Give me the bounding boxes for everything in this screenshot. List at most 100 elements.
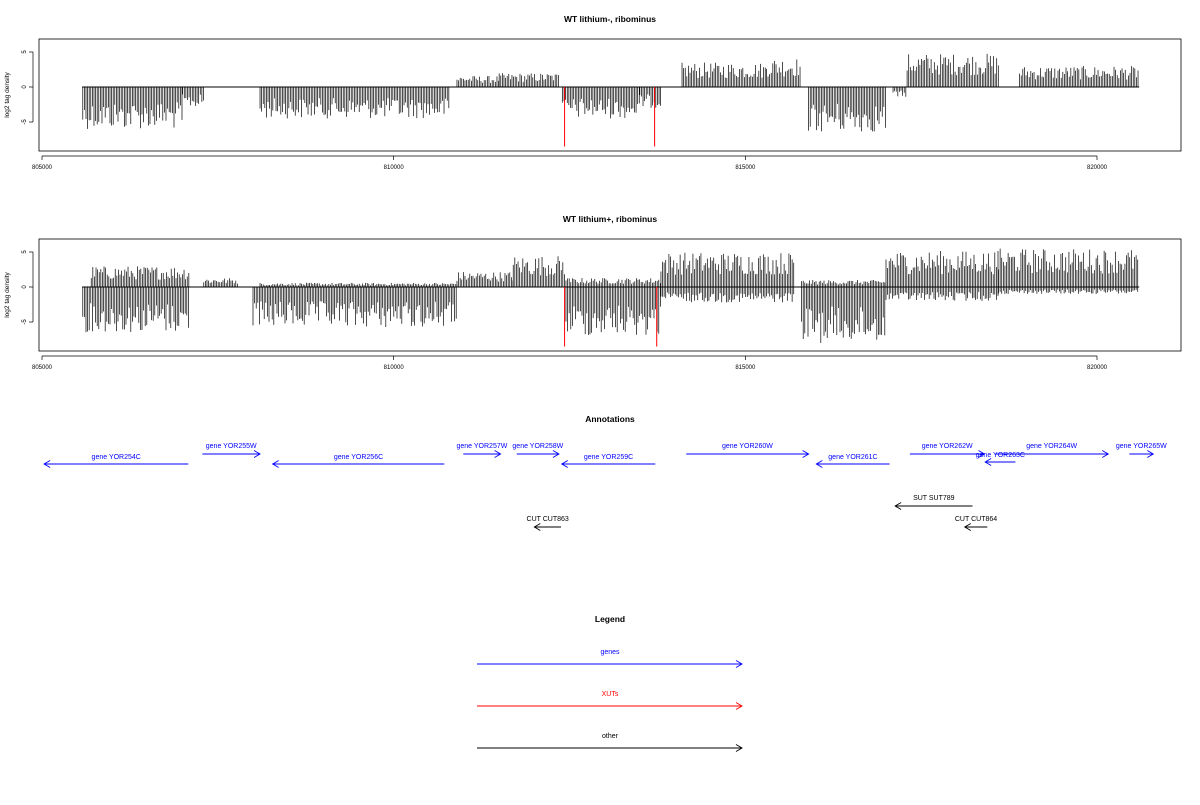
annotation-feature: gene YOR263C bbox=[976, 452, 1025, 466]
arrow-head bbox=[735, 660, 743, 668]
plot-frame bbox=[38, 238, 1182, 352]
feature-label: gene YOR256C bbox=[334, 454, 383, 461]
signal-region bbox=[808, 87, 886, 132]
arrow-head bbox=[978, 450, 986, 458]
y-axis-label: log2 tag density bbox=[4, 271, 11, 317]
legend-label: other bbox=[602, 733, 619, 740]
signal-region bbox=[456, 75, 499, 87]
signal-region bbox=[203, 278, 238, 287]
signal-region bbox=[252, 287, 457, 328]
annotation-features: gene YOR254C gene YOR255W gene YOR256C gene… bbox=[43, 443, 1167, 531]
feature-label: gene YOR255W bbox=[206, 443, 257, 450]
arrow-head bbox=[43, 460, 51, 468]
signal-region bbox=[766, 59, 801, 87]
feature-label: CUT CUT864 bbox=[955, 516, 997, 523]
arrow-head bbox=[533, 523, 541, 531]
x-tick-label: 805000 bbox=[32, 165, 53, 171]
feature-label: gene YOR257W bbox=[457, 443, 508, 450]
annotation-feature: gene YOR259C bbox=[560, 454, 656, 468]
signal-region bbox=[562, 87, 640, 119]
signal-region bbox=[565, 287, 661, 336]
feature-label: gene YOR263C bbox=[976, 452, 1025, 459]
signal-region bbox=[565, 278, 661, 287]
y-axis-label: log2 tag density bbox=[4, 71, 11, 117]
annotation-feature: gene YOR260W bbox=[686, 443, 810, 458]
arrow-head bbox=[271, 460, 279, 468]
arrow-head bbox=[560, 460, 568, 468]
annotation-feature: gene YOR257W bbox=[457, 443, 508, 458]
legend-item: XUTs bbox=[477, 691, 743, 710]
annotations-title: Annotations bbox=[585, 414, 635, 424]
annotation-feature: CUT CUT864 bbox=[955, 516, 997, 531]
arrow-head bbox=[735, 702, 743, 710]
signal-region bbox=[259, 282, 458, 287]
track-lithium-plus: WT lithium+, ribominus log2 tag density … bbox=[4, 214, 1182, 371]
x-tick-label: 810000 bbox=[384, 365, 405, 371]
y-tick-label: -5 bbox=[22, 319, 28, 325]
feature-label: gene YOR258W bbox=[512, 443, 563, 450]
feature-label: gene YOR254C bbox=[92, 454, 141, 461]
arrow-head bbox=[1102, 450, 1110, 458]
feature-label: gene YOR259C bbox=[584, 454, 633, 461]
annotation-feature: gene YOR254C bbox=[43, 454, 189, 468]
signal-bars bbox=[82, 53, 1140, 147]
feature-label: gene YOR265W bbox=[1116, 443, 1167, 450]
x-tick-label: 805000 bbox=[32, 365, 53, 371]
annotation-feature: gene YOR256C bbox=[271, 454, 445, 468]
feature-label: SUT SUT789 bbox=[913, 495, 955, 502]
arrow-head bbox=[253, 450, 261, 458]
signal-region bbox=[456, 272, 514, 287]
axes: -5 0 5 805000 810000 815000 820000 bbox=[22, 250, 1108, 371]
track-title: WT lithium-, ribominus bbox=[564, 14, 656, 24]
signal-region bbox=[998, 248, 1139, 287]
track-title: WT lithium+, ribominus bbox=[563, 214, 657, 224]
feature-label: gene YOR260W bbox=[722, 443, 773, 450]
y-tick-label: -5 bbox=[22, 119, 28, 125]
signal-region bbox=[681, 62, 766, 87]
legend-label: XUTs bbox=[602, 691, 619, 698]
signal-region bbox=[90, 266, 190, 287]
track-lithium-minus: WT lithium-, ribominus log2 tag density … bbox=[4, 14, 1182, 171]
feature-label: CUT CUT863 bbox=[527, 516, 569, 523]
signal-region bbox=[259, 87, 450, 119]
arrow-head bbox=[963, 523, 971, 531]
legend-items: genes XUTs other bbox=[477, 649, 743, 752]
signal-bars bbox=[82, 248, 1140, 347]
annotation-feature: gene YOR262W bbox=[909, 443, 986, 458]
signal-region bbox=[82, 87, 183, 129]
signal-region bbox=[801, 280, 886, 287]
signal-region bbox=[998, 287, 1139, 294]
legend-item: other bbox=[477, 733, 743, 752]
signal-region bbox=[498, 73, 559, 87]
annotation-feature: CUT CUT863 bbox=[527, 516, 569, 531]
arrow-head bbox=[494, 450, 502, 458]
x-tick-label: 820000 bbox=[1087, 365, 1108, 371]
feature-label: gene YOR261C bbox=[828, 454, 877, 461]
legend-label: genes bbox=[600, 649, 620, 656]
arrow-head bbox=[735, 744, 743, 752]
signal-region bbox=[1019, 66, 1139, 87]
x-tick-label: 815000 bbox=[735, 165, 756, 171]
arrow-head bbox=[552, 450, 560, 458]
signal-region bbox=[660, 252, 795, 287]
arrow-head bbox=[1147, 450, 1155, 458]
signal-region bbox=[660, 287, 795, 303]
arrow-head bbox=[815, 460, 823, 468]
feature-label: gene YOR262W bbox=[922, 443, 973, 450]
annotation-feature: gene YOR255W bbox=[202, 443, 261, 458]
annotation-feature: gene YOR261C bbox=[815, 454, 890, 468]
arrow-head bbox=[894, 502, 902, 510]
signal-region bbox=[801, 287, 886, 343]
feature-label: gene YOR264W bbox=[1026, 443, 1077, 450]
annotation-feature: gene YOR265W bbox=[1116, 443, 1167, 458]
signal-region bbox=[512, 256, 565, 287]
annotation-feature: SUT SUT789 bbox=[894, 495, 973, 510]
signal-region bbox=[892, 87, 907, 97]
arrow-head bbox=[984, 458, 992, 466]
annotation-feature: gene YOR258W bbox=[512, 443, 564, 458]
signal-region bbox=[885, 250, 999, 287]
y-tick-label: 5 bbox=[22, 250, 28, 254]
